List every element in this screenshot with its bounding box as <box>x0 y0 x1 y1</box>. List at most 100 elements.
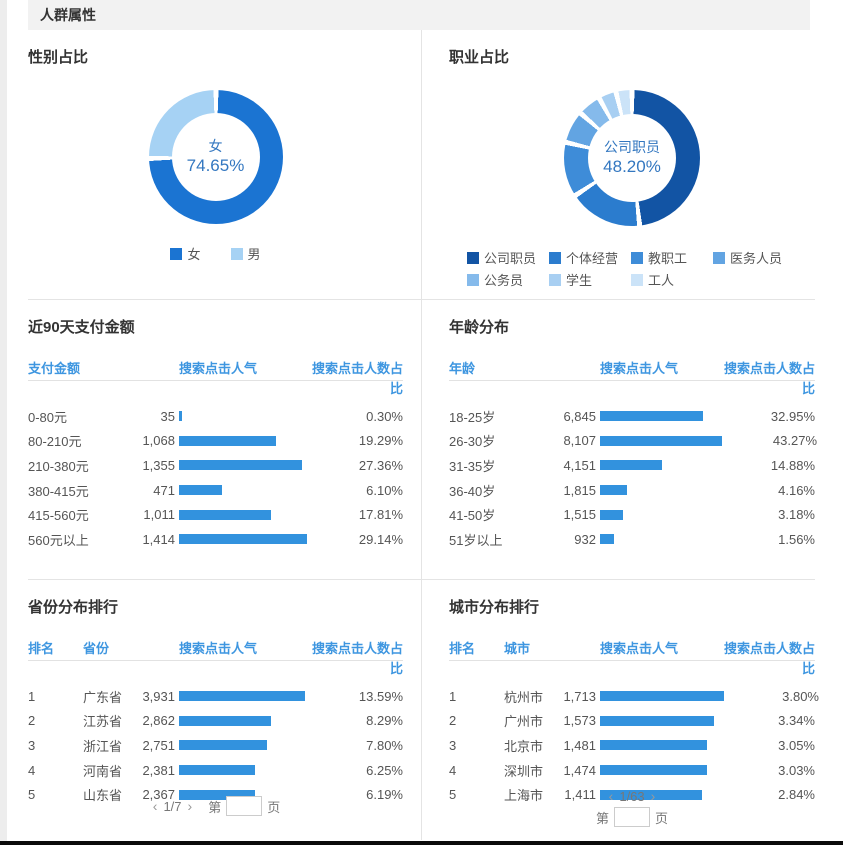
value-bar <box>179 740 267 751</box>
category-cell: 31-35岁 <box>449 458 496 474</box>
value-cell: 1,411 <box>564 787 596 803</box>
name-cell: 深圳市 <box>504 763 544 779</box>
rank-cell: 3 <box>449 737 457 753</box>
legend-item-公务员[interactable]: 公务员 <box>467 270 549 289</box>
next-page-button[interactable]: › <box>187 798 193 814</box>
occupation-legend: 公司职员 个体经营 教职工 医务人员公务员 学生 工人 <box>467 248 797 289</box>
table-row: 5 上海市 1,411 2.84% <box>449 782 815 807</box>
value-cell: 4,151 <box>563 457 596 473</box>
section-header-band: 人群属性 <box>28 0 810 30</box>
value-bar <box>179 789 255 800</box>
rank-cell: 3 <box>28 737 36 753</box>
gender-legend: 女男 <box>28 244 403 263</box>
percent-cell: 3.34% <box>778 713 815 729</box>
bar-cell <box>596 460 720 471</box>
legend-item-男[interactable]: 男 <box>230 244 261 263</box>
value-cell: 1,414 <box>142 531 175 547</box>
value-cell: 932 <box>574 531 596 547</box>
name-cell: 北京市 <box>504 738 544 754</box>
legend-item-公司职员[interactable]: 公司职员 <box>467 248 549 267</box>
name-cell: 广东省 <box>83 689 123 705</box>
column-header: 省份 <box>83 641 110 656</box>
page-jump: 第 页 <box>208 796 280 816</box>
age-panel: 年龄分布 年龄 搜索点击人气 搜索点击人数占比 18-25岁 6,845 32.95% 2… <box>449 300 817 578</box>
legend-label: 工人 <box>648 273 675 288</box>
legend-swatch-icon <box>467 273 479 286</box>
column-divider <box>421 30 422 840</box>
legend-item-工人[interactable]: 工人 <box>631 270 713 289</box>
jump-suffix-label: 页 <box>655 810 669 826</box>
name-cell: 上海市 <box>504 788 544 804</box>
legend-item-女[interactable]: 女 <box>170 244 201 263</box>
jump-suffix-label: 页 <box>267 799 281 815</box>
jump-prefix-label: 第 <box>208 799 222 815</box>
page-jump-input[interactable] <box>226 796 263 816</box>
bar-cell <box>596 509 720 520</box>
category-cell: 18-25岁 <box>449 409 496 425</box>
rank-cell: 1 <box>449 688 457 704</box>
legend-item-个体经营[interactable]: 个体经营 <box>549 248 631 267</box>
bar-cell <box>596 411 720 422</box>
age-table-body: 18-25岁 6,845 32.95% 26-30岁 8,107 43.27% 31-35岁… <box>449 404 817 552</box>
legend-swatch-icon <box>549 251 561 264</box>
value-cell: 471 <box>153 482 175 498</box>
legend-swatch-icon <box>713 251 725 264</box>
value-bar <box>600 765 707 776</box>
legend-label: 女 <box>187 247 201 262</box>
page-left-edge <box>0 0 7 845</box>
legend-item-教职工[interactable]: 教职工 <box>631 248 713 267</box>
category-cell: 560元以上 <box>28 532 89 548</box>
bar-cell <box>596 534 720 545</box>
percent-cell: 1.56% <box>778 531 815 547</box>
value-cell: 1,573 <box>563 713 596 729</box>
value-bar <box>600 485 627 496</box>
bar-cell <box>596 789 720 800</box>
value-bar <box>600 435 722 446</box>
rank-cell: 4 <box>28 762 36 778</box>
column-header: 搜索点击人数占比 <box>723 641 815 676</box>
percent-cell: 3.80% <box>782 688 819 704</box>
legend-label: 公司职员 <box>484 251 537 266</box>
rank-cell: 5 <box>449 787 457 803</box>
percent-cell: 4.16% <box>778 482 815 498</box>
percent-cell: 32.95% <box>770 408 815 424</box>
city-pagination-indicator-row: ‹ 1/63 › <box>607 788 658 804</box>
rank-cell: 5 <box>28 787 36 803</box>
next-page-button[interactable]: › <box>650 788 656 804</box>
gender-center-label: 女 <box>208 138 223 154</box>
prev-page-button[interactable]: ‹ <box>152 798 158 814</box>
table-row: 3 浙江省 2,751 7.80% <box>28 733 403 758</box>
rank-cell: 2 <box>28 713 36 729</box>
gender-donut-chart[interactable]: 女 74.65% <box>148 90 283 224</box>
value-bar <box>179 715 271 726</box>
value-cell: 1,474 <box>563 762 596 778</box>
category-cell: 26-30岁 <box>449 434 496 450</box>
value-bar <box>600 789 702 800</box>
column-header: 年龄 <box>449 361 476 376</box>
bar-cell <box>175 715 308 726</box>
legend-item-医务人员[interactable]: 医务人员 <box>713 248 795 267</box>
value-bar <box>600 509 623 520</box>
gender-center-value: 74.65% <box>186 156 245 175</box>
percent-cell: 13.59% <box>358 688 403 704</box>
prev-page-button[interactable]: ‹ <box>608 788 614 804</box>
value-bar <box>600 715 714 726</box>
bar-cell <box>596 485 720 496</box>
legend-label: 学生 <box>566 273 593 288</box>
percent-cell: 3.05% <box>778 737 815 753</box>
row-divider-2 <box>28 579 815 580</box>
column-header: 支付金额 <box>28 361 81 376</box>
legend-label: 男 <box>247 247 261 262</box>
category-cell: 36-40岁 <box>449 483 496 499</box>
city-pagination-jump-row: 第 页 <box>596 807 668 827</box>
rank-cell: 1 <box>28 688 36 704</box>
bar-cell <box>596 435 722 446</box>
bar-cell <box>596 715 720 726</box>
legend-item-学生[interactable]: 学生 <box>549 270 631 289</box>
occupation-panel-title: 职业占比 <box>449 49 510 66</box>
page-jump-input[interactable] <box>614 807 650 827</box>
value-bar <box>600 534 614 545</box>
occupation-donut-chart[interactable]: 公司职员 48.20% <box>564 90 700 226</box>
category-cell: 415-560元 <box>28 508 89 524</box>
value-bar <box>179 485 222 496</box>
